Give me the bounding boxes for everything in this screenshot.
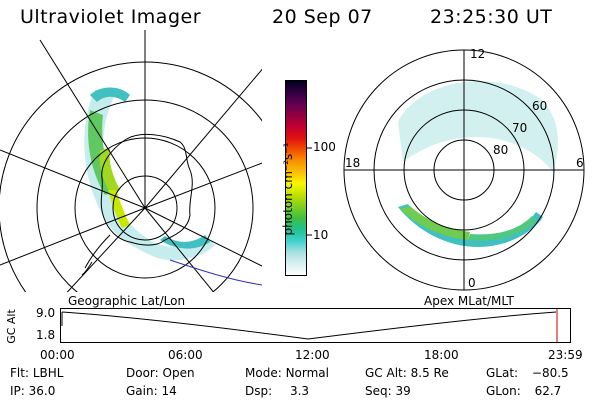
mlat-label-60: 60 — [532, 99, 548, 113]
status-glon: GLon: 62.7 — [486, 384, 562, 398]
observation-date: 20 Sep 07 — [272, 6, 373, 28]
alt-tick-high: 9.0 — [36, 306, 56, 320]
altitude-curve — [61, 311, 557, 340]
mlt-label-6: 6 — [576, 156, 584, 170]
filter-value: LBHL — [32, 366, 64, 380]
latitude-circles — [0, 61, 262, 292]
colorbar-tick-100: 100 — [313, 140, 336, 154]
glon-value: 62.7 — [534, 384, 562, 398]
status-ip: IP: 36.0 — [10, 384, 56, 398]
mlt-lines — [344, 50, 584, 290]
mlt-label-18: 18 — [345, 156, 361, 170]
coastline-antarctica — [100, 133, 193, 246]
status-filter: Flt: LBHL — [10, 366, 64, 380]
colorbar-scale — [285, 80, 307, 276]
status-gc-alt: GC Alt: 8.5 Re — [365, 366, 449, 380]
auroral-emission-geo — [84, 87, 216, 261]
status-glat: GLat: −80.5 — [486, 366, 569, 380]
time-tick-1200: 12:00 — [295, 348, 330, 362]
mlt-label-0: 0 — [468, 276, 476, 290]
dsp-value: 3.3 — [289, 384, 310, 398]
time-tick-2359: 23:59 — [548, 348, 583, 362]
observation-time: 23:25:30 UT — [430, 6, 553, 28]
colorbar-ticks — [307, 147, 312, 236]
gain-value: 14 — [161, 384, 177, 398]
status-door: Door: Open — [126, 366, 195, 380]
terminator-line — [169, 259, 262, 286]
colorbar-tick-10: 10 — [313, 228, 329, 242]
status-mode: Mode: Normal — [245, 366, 329, 380]
colorbar — [285, 80, 307, 276]
mlt-label-12: 12 — [470, 47, 486, 61]
geographic-map — [0, 30, 262, 292]
seq-value: 39 — [395, 384, 411, 398]
alt-tick-low: 1.8 — [36, 328, 56, 342]
left-panel-label: Geographic Lat/Lon — [68, 294, 186, 308]
time-tick-0600: 06:00 — [168, 348, 203, 362]
door-value: Open — [162, 366, 195, 380]
gc-alt-axis-label: GC Alt — [4, 309, 18, 344]
status-seq: Seq: 39 — [365, 384, 411, 398]
instrument-title: Ultraviolet Imager — [20, 6, 202, 28]
altitude-plot — [60, 308, 571, 343]
right-panel-label: Apex MLat/MLT — [424, 294, 514, 308]
colorbar-unit-label: photon cm⁻²s⁻¹ — [281, 142, 295, 236]
status-dsp: Dsp: 3.3 — [245, 384, 310, 398]
status-gain: Gain: 14 — [126, 384, 177, 398]
glat-value: −80.5 — [531, 366, 569, 380]
time-tick-0000: 00:00 — [40, 348, 75, 362]
mode-value: Normal — [285, 366, 329, 380]
ip-value: 36.0 — [28, 384, 56, 398]
mlat-label-80: 80 — [493, 143, 509, 157]
apex-map — [343, 49, 585, 291]
gc-alt-value: 8.5 Re — [410, 366, 449, 380]
time-tick-1800: 18:00 — [424, 348, 459, 362]
mlat-label-70: 70 — [512, 121, 528, 135]
longitude-lines — [0, 30, 262, 292]
coastline-peninsula — [81, 234, 111, 276]
